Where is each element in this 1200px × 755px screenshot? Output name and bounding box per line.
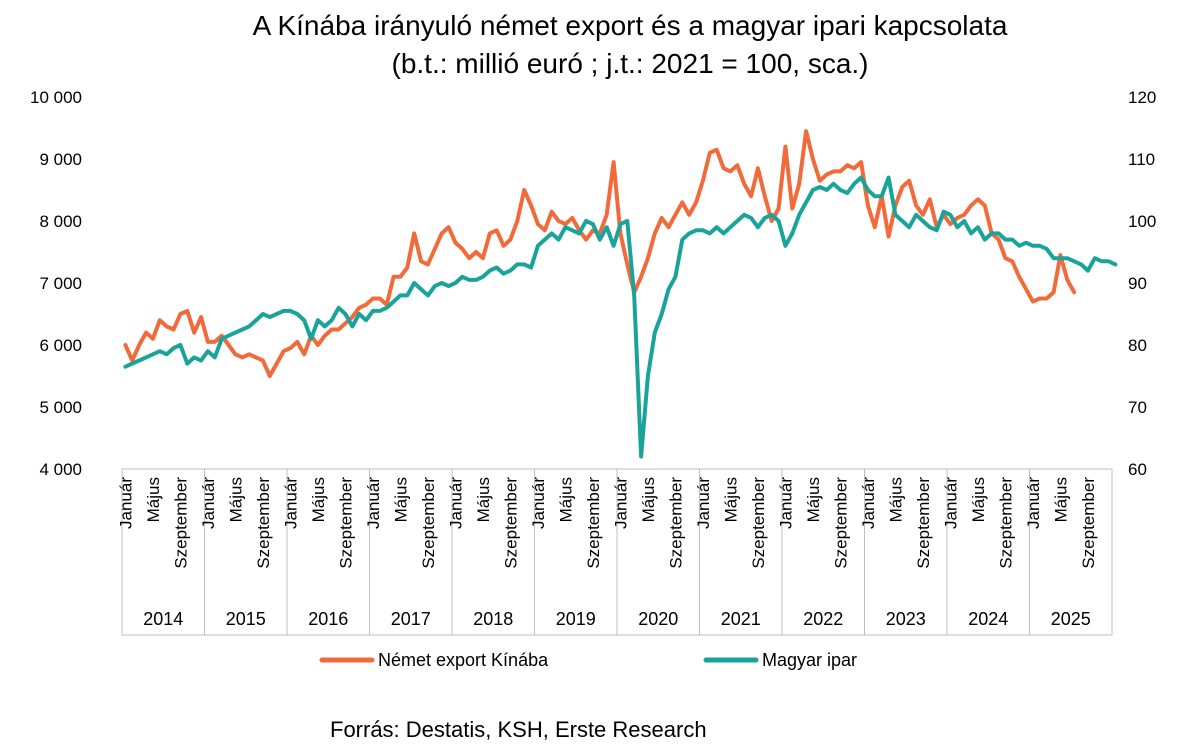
year-label: 2016	[308, 609, 348, 629]
right-tick-label: 80	[1128, 336, 1147, 355]
right-tick-label: 60	[1128, 460, 1147, 479]
year-label: 2021	[721, 609, 761, 629]
legend: Német export Kínába Magyar ipar	[319, 650, 857, 670]
month-label: Május	[556, 477, 575, 522]
source-note: Forrás: Destatis, KSH, Erste Research	[330, 717, 707, 742]
year-label: 2022	[803, 609, 843, 629]
month-label: Szeptember	[749, 477, 768, 569]
left-tick-label: 9 000	[39, 150, 82, 169]
month-label: Január	[859, 477, 878, 529]
month-label: Január	[364, 477, 383, 529]
year-label: 2019	[556, 609, 596, 629]
month-label: Szeptember	[254, 477, 273, 569]
month-label: Május	[639, 477, 658, 522]
left-tick-label: 6 000	[39, 336, 82, 355]
month-label: Szeptember	[419, 477, 438, 569]
month-label: Szeptember	[1079, 477, 1098, 569]
month-label: Szeptember	[501, 477, 520, 569]
month-label: Május	[226, 477, 245, 522]
left-tick-label: 10 000	[30, 88, 82, 107]
month-label: Január	[941, 477, 960, 529]
month-label: Szeptember	[584, 477, 603, 569]
month-label: Szeptember	[336, 477, 355, 569]
month-label: Május	[391, 477, 410, 522]
series-group	[123, 129, 1118, 459]
month-label: Szeptember	[831, 477, 850, 569]
month-label: Január	[776, 477, 795, 529]
series-line-0	[123, 129, 1077, 378]
right-tick-label: 110	[1128, 150, 1155, 169]
year-label: 2024	[968, 609, 1008, 629]
month-label: Május	[309, 477, 328, 522]
month-label: Január	[199, 477, 218, 529]
legend-label-magyar-ipar: Magyar ipar	[762, 650, 857, 670]
month-label: Szeptember	[666, 477, 685, 569]
legend-label-nemet-export: Német export Kínába	[378, 650, 549, 670]
x-axis: Január Május Szeptember 2014 Január Május Szep…	[116, 468, 1113, 636]
month-label: Január	[1024, 477, 1043, 529]
right-tick-label: 70	[1128, 398, 1147, 417]
month-label: Május	[969, 477, 988, 522]
left-tick-label: 8 000	[39, 212, 82, 231]
month-label: Május	[886, 477, 905, 522]
series-line-1	[123, 175, 1118, 459]
month-label: Szeptember	[996, 477, 1015, 569]
month-label: Január	[116, 477, 135, 529]
month-label: Május	[474, 477, 493, 522]
left-tick-label: 5 000	[39, 398, 82, 417]
left-tick-label: 7 000	[39, 274, 82, 293]
month-label: Január	[529, 477, 548, 529]
year-label: 2020	[638, 609, 678, 629]
chart-subtitle: (b.t.: millió euró ; j.t.: 2021 = 100, s…	[392, 48, 869, 79]
year-label: 2015	[226, 609, 266, 629]
left-axis-ticks: 4 000 5 000 6 000 7 000 8 000 9 000 10 000	[30, 88, 82, 479]
month-label: Január	[281, 477, 300, 529]
year-label: 2023	[886, 609, 926, 629]
right-tick-label: 90	[1128, 274, 1147, 293]
month-label: Május	[1051, 477, 1070, 522]
month-label: Május	[721, 477, 740, 522]
month-label: Május	[804, 477, 823, 522]
month-label: Január	[446, 477, 465, 529]
chart-title: A Kínába irányuló német export és a magy…	[253, 10, 1008, 41]
year-label: 2017	[391, 609, 431, 629]
year-label: 2014	[143, 609, 183, 629]
month-label: Szeptember	[914, 477, 933, 569]
month-label: Január	[694, 477, 713, 529]
right-tick-label: 120	[1128, 88, 1156, 107]
month-label: Május	[144, 477, 163, 522]
month-label: Január	[611, 477, 630, 529]
left-tick-label: 4 000	[39, 460, 82, 479]
year-label: 2018	[473, 609, 513, 629]
month-label: Szeptember	[171, 477, 190, 569]
year-label: 2025	[1051, 609, 1091, 629]
right-tick-label: 100	[1128, 212, 1156, 231]
right-axis-ticks: 60 70 80 90 100 110 120	[1128, 88, 1156, 479]
